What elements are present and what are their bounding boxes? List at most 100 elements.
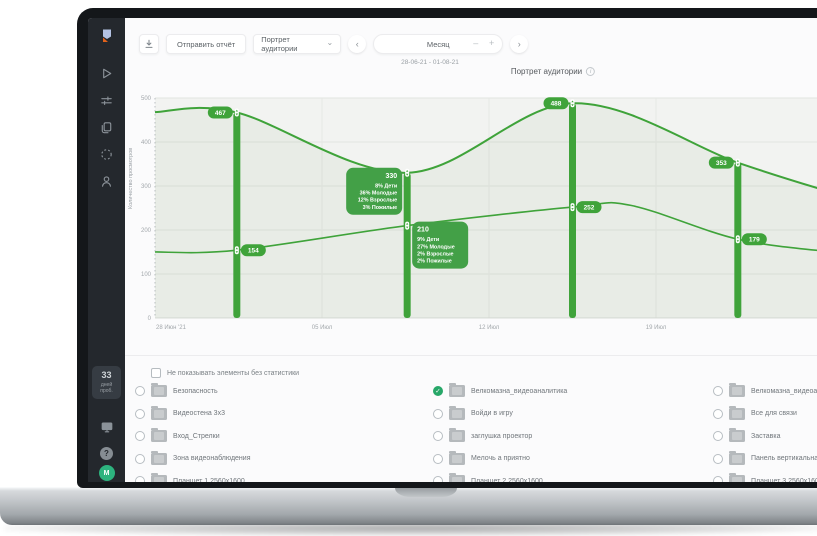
checkbox-icon[interactable] xyxy=(151,368,161,378)
drag-handle-icon[interactable] xyxy=(234,246,239,255)
send-report-button[interactable]: Отправить отчёт xyxy=(166,34,247,54)
radio-icon[interactable] xyxy=(135,408,145,419)
upper-value-badge xyxy=(708,156,734,169)
list-item-label: Все для связи xyxy=(751,410,797,418)
laptop-base xyxy=(0,487,817,525)
list-item[interactable]: Планшет 3 2560x1600 xyxy=(713,473,817,482)
prev-period-button[interactable]: ‹ xyxy=(348,35,367,53)
documents-icon[interactable] xyxy=(99,119,115,135)
x-tick-label: 12 Июл xyxy=(479,325,500,331)
zoom-in-button[interactable]: + xyxy=(488,38,495,48)
list-item[interactable]: Заставка xyxy=(713,428,817,443)
radio-icon[interactable] xyxy=(135,431,145,442)
list-item[interactable]: Все для связи xyxy=(713,405,817,421)
laptop-screen-bezel: 33 дней проб. ? М xyxy=(77,8,817,488)
upper-value-text: 488 xyxy=(551,101,562,108)
radio-icon[interactable] xyxy=(713,386,723,396)
period-control[interactable]: Месяц – + xyxy=(373,34,504,54)
chart-title-row: Портрет аудитории i xyxy=(511,67,596,76)
radio-icon[interactable] xyxy=(433,408,443,419)
radio-icon[interactable] xyxy=(433,453,443,464)
radio-icon[interactable] xyxy=(135,476,145,482)
drag-handle-icon[interactable] xyxy=(570,99,575,108)
list-item-label: Мелочь а приятно xyxy=(471,455,530,463)
upper-tooltip-line: 36% Молодые xyxy=(360,191,398,197)
list-item[interactable]: Планшет 2 2560x1600 xyxy=(433,473,567,482)
help-icon[interactable]: ? xyxy=(100,447,113,460)
drag-handle-arrows xyxy=(235,109,239,116)
list-item[interactable]: Видеостена 3x3 xyxy=(135,405,251,421)
user-avatar[interactable]: М xyxy=(98,465,115,481)
radio-icon[interactable] xyxy=(713,408,723,419)
upper-value-text: 467 xyxy=(215,110,226,117)
list-item[interactable]: Панель вертикальная внутренняя xyxy=(713,450,817,466)
list-item-label: Безопасность xyxy=(173,387,218,395)
list-item[interactable]: Мелочь а приятно xyxy=(433,450,567,466)
period-label: Месяц xyxy=(426,39,450,49)
download-report-button[interactable] xyxy=(139,34,159,54)
hide-no-stats-label: Не показывать элементы без статистики xyxy=(167,369,300,377)
lower-tooltip-line: 2% Взрослые xyxy=(417,252,453,258)
list-item[interactable]: заглушка проектор xyxy=(433,428,567,443)
chart-bar[interactable] xyxy=(403,172,411,318)
radio-icon[interactable] xyxy=(713,476,723,482)
sidebar-top-icons xyxy=(88,18,125,189)
info-icon[interactable]: i xyxy=(586,67,596,76)
report-type-select[interactable]: Портрет аудитории ⌄ xyxy=(253,34,342,54)
list-item-label: Панель вертикальная внутренняя xyxy=(751,455,817,463)
radio-icon[interactable] xyxy=(135,453,145,464)
list-item-label: Вход_Стрелки xyxy=(173,432,220,440)
upper-tooltip-line: 12% Взрослые xyxy=(358,198,397,204)
upper-tooltip xyxy=(346,167,403,215)
x-tick-label: 28 Июн '21 xyxy=(156,325,187,331)
upper-value-badge xyxy=(207,106,233,119)
radio-icon[interactable] xyxy=(713,453,723,464)
folder-icon xyxy=(729,383,745,397)
zoom-out-button[interactable]: – xyxy=(473,38,479,48)
chart-bar[interactable] xyxy=(233,112,241,318)
next-period-button[interactable]: › xyxy=(510,35,529,53)
screen-list-column: Велкомазна_видеоаналитика Войди в игру заг… xyxy=(433,383,567,482)
y-tick-label: 200 xyxy=(141,228,152,234)
user-icon[interactable] xyxy=(99,173,115,189)
lower-tooltip-line: 27% Молодые xyxy=(417,244,455,250)
chevron-down-icon: ⌄ xyxy=(326,38,334,47)
list-item[interactable]: Велкомазна_видеоаналитика xyxy=(713,383,817,398)
drag-handle-icon[interactable] xyxy=(735,158,740,167)
list-item[interactable]: Безопасность xyxy=(135,383,251,398)
list-item[interactable]: Вход_Стрелки xyxy=(135,428,251,443)
scene-dashed-circle-icon[interactable] xyxy=(99,146,115,162)
trial-badge[interactable]: 33 дней проб. xyxy=(92,366,121,399)
list-item[interactable]: Планшет 1 2560x1600 xyxy=(135,473,251,482)
list-item[interactable]: Велкомазна_видеоаналитика xyxy=(433,383,567,398)
radio-icon[interactable] xyxy=(713,431,723,442)
lower-tooltip-value: 210 xyxy=(417,227,429,234)
drag-handle-icon[interactable] xyxy=(234,108,239,117)
radio-selected-icon[interactable] xyxy=(433,386,443,396)
radio-icon[interactable] xyxy=(433,431,443,442)
list-item-label: Видеостена 3x3 xyxy=(173,410,225,418)
drag-handle-arrows xyxy=(571,204,574,210)
play-icon[interactable] xyxy=(99,65,115,81)
display-icon[interactable] xyxy=(99,419,115,435)
y-tick-label: 100 xyxy=(141,272,152,278)
download-icon xyxy=(145,39,153,48)
list-item-label: Зона видеонаблюдения xyxy=(173,455,251,463)
list-item[interactable]: Зона видеонаблюдения xyxy=(135,450,251,466)
hide-no-stats-toggle[interactable]: Не показывать элементы без статистики xyxy=(151,368,299,378)
app-logo-icon[interactable] xyxy=(99,28,115,44)
laptop-base-notch xyxy=(395,488,457,497)
date-range: 28-06-21 - 01-08-21 xyxy=(401,59,459,66)
toolbar: Отправить отчёт Портрет аудитории ⌄ ‹ Ме… xyxy=(139,34,529,54)
drag-handle-icon[interactable] xyxy=(405,168,410,177)
lower-tooltip xyxy=(412,221,469,269)
list-item-label: заглушка проектор xyxy=(471,432,533,440)
drag-handle-icon[interactable] xyxy=(735,235,740,244)
levels-icon[interactable] xyxy=(99,92,115,108)
radio-icon[interactable] xyxy=(433,476,443,482)
drag-handle-icon[interactable] xyxy=(570,203,575,212)
radio-icon[interactable] xyxy=(135,386,145,396)
drag-handle-icon[interactable] xyxy=(405,221,410,230)
list-item-label: Заставка xyxy=(751,432,781,440)
list-item[interactable]: Войди в игру xyxy=(433,405,567,421)
